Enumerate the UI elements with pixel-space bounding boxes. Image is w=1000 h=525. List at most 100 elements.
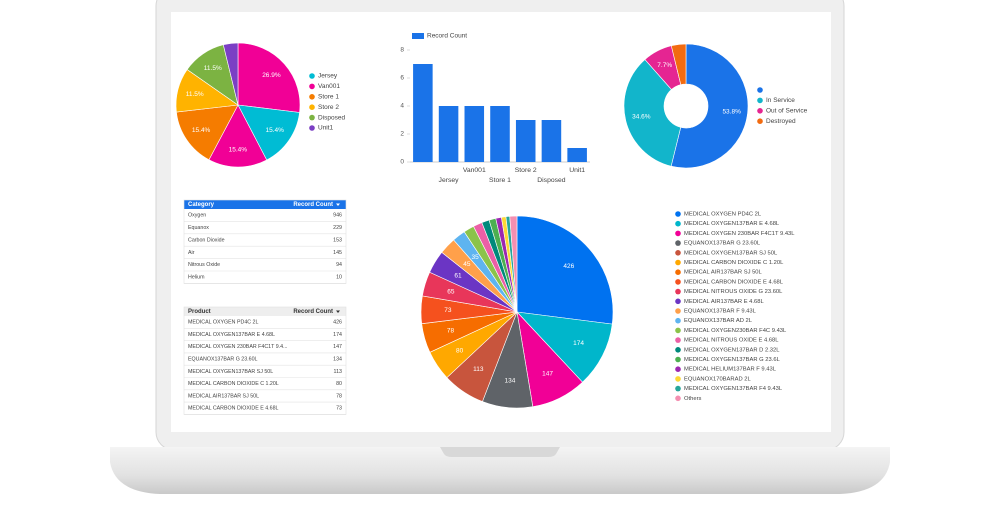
y-tick-label: 8 bbox=[400, 47, 404, 54]
legend-swatch bbox=[675, 308, 681, 314]
sort-icon bbox=[336, 310, 340, 313]
cell: Air bbox=[188, 250, 195, 256]
cell: 113 bbox=[334, 369, 342, 375]
bar bbox=[515, 120, 536, 162]
legend-label: MEDICAL OXYGEN137BAR E 4.68L bbox=[684, 221, 780, 227]
bar bbox=[490, 106, 510, 162]
slice bbox=[222, 42, 239, 106]
slice-label: 80 bbox=[456, 347, 464, 354]
legend-swatch bbox=[757, 108, 763, 114]
column-header: Category bbox=[188, 202, 215, 208]
slice-label: 34.6% bbox=[632, 114, 651, 121]
legend-swatch bbox=[309, 104, 315, 110]
cell: Nitrous Oxide bbox=[188, 262, 220, 268]
legend-label: MEDICAL AIR137BAR SJ 50L bbox=[684, 270, 763, 276]
legend-swatch bbox=[675, 327, 681, 334]
cell: 946 bbox=[333, 213, 342, 219]
legend-swatch bbox=[675, 288, 681, 295]
cell: EQUANOX137BAR G 23.60L bbox=[188, 356, 258, 362]
legend-swatch bbox=[675, 259, 681, 266]
legend-swatch bbox=[309, 94, 315, 100]
cell: 426 bbox=[333, 320, 342, 326]
slice-label: 45 bbox=[463, 261, 471, 268]
slice-label: 426 bbox=[563, 263, 574, 270]
cell: MEDICAL CARBON DIOXIDE E 4.68L bbox=[188, 406, 279, 412]
laptop-notch bbox=[440, 447, 560, 457]
y-tick-label: 0 bbox=[400, 159, 404, 166]
column-header: Record Count bbox=[293, 309, 333, 315]
y-tick-label: 4 bbox=[400, 103, 404, 110]
legend-swatch bbox=[675, 230, 681, 237]
x-tick-label: Store 2 bbox=[515, 167, 537, 174]
table-frame bbox=[183, 306, 347, 415]
legend-label: Jersey bbox=[318, 73, 338, 80]
slice-label: 15.4% bbox=[265, 127, 284, 134]
legend-label: Store 1 bbox=[318, 94, 339, 101]
cell: MEDICAL CARBON DIOXIDE C 1.20L bbox=[188, 381, 279, 387]
slice-label: 73 bbox=[444, 307, 452, 314]
slice bbox=[208, 104, 268, 168]
cell: MEDICAL OXYGEN 230BAR F4C1T 9.4... bbox=[188, 344, 288, 350]
legend-swatch bbox=[675, 366, 681, 373]
legend-label: MEDICAL OXYGEN PD4C 2L bbox=[684, 212, 762, 218]
legend-label: Van001 bbox=[318, 83, 340, 90]
legend-swatch bbox=[675, 347, 681, 353]
x-tick-label: Store 1 bbox=[489, 177, 511, 184]
cell: 134 bbox=[333, 356, 342, 362]
x-tick-label: Disposed bbox=[537, 177, 566, 184]
legend-swatch bbox=[675, 220, 681, 227]
cell: Carbon Dioxide bbox=[188, 237, 225, 243]
column-header: Product bbox=[188, 309, 211, 315]
cell: 153 bbox=[333, 237, 342, 243]
legend-label: Others bbox=[684, 396, 701, 402]
slice-label: 134 bbox=[505, 377, 516, 384]
cell: MEDICAL OXYGEN137BAR E 4.68L bbox=[188, 332, 275, 338]
slice-label: 15.4% bbox=[229, 146, 248, 153]
legend-swatch bbox=[309, 125, 315, 131]
slice-label: 11.5% bbox=[186, 91, 204, 98]
cell: 174 bbox=[333, 332, 342, 338]
cell: 78 bbox=[336, 393, 342, 399]
legend-swatch bbox=[675, 337, 681, 343]
cell: MEDICAL OXYGEN PD4C 2L bbox=[188, 320, 259, 326]
slice-label: 78 bbox=[447, 328, 455, 335]
bar bbox=[438, 106, 459, 162]
legend-label: MEDICAL OXYGEN137BAR SJ 50L bbox=[684, 250, 778, 256]
cell: 147 bbox=[333, 344, 342, 350]
legend-swatch bbox=[309, 83, 315, 90]
legend-label: Store 2 bbox=[318, 104, 339, 111]
legend-swatch bbox=[757, 97, 763, 104]
legend-swatch bbox=[675, 356, 681, 363]
legend-label: MEDICAL OXYGEN137BAR G 23.6L bbox=[684, 357, 781, 363]
legend-label: MEDICAL HELIUM137BAR F 9.43L bbox=[684, 367, 777, 373]
bar bbox=[541, 120, 562, 162]
cell: 229 bbox=[333, 225, 342, 231]
sort-icon bbox=[336, 203, 340, 206]
slice bbox=[623, 59, 682, 167]
cell: 73 bbox=[336, 406, 342, 412]
cell: 10 bbox=[336, 275, 342, 281]
legend-swatch bbox=[675, 298, 681, 305]
x-tick-label: Unit1 bbox=[569, 167, 585, 174]
slice-label: 53.8% bbox=[722, 108, 741, 115]
bar bbox=[567, 148, 587, 162]
legend-swatch bbox=[675, 240, 681, 246]
slice-label: 65 bbox=[447, 288, 455, 295]
table-frame bbox=[183, 199, 347, 284]
legend-swatch bbox=[675, 279, 681, 285]
legend-label: MEDICAL OXYGEN137BAR D 2.32L bbox=[684, 347, 780, 353]
legend-label: In Service bbox=[766, 97, 795, 104]
slice bbox=[670, 43, 687, 85]
legend-swatch bbox=[675, 317, 681, 324]
table-header bbox=[184, 200, 346, 209]
cell: Helium bbox=[188, 275, 205, 281]
y-tick-label: 6 bbox=[400, 75, 404, 82]
slice bbox=[516, 311, 613, 383]
slice bbox=[237, 42, 301, 113]
bar bbox=[464, 106, 485, 162]
column-header: Record Count bbox=[293, 202, 333, 208]
legend-label: MEDICAL OXYGEN 230BAR F4C1T 9.43L bbox=[684, 231, 795, 237]
legend-label: Disposed bbox=[318, 114, 345, 121]
legend-swatch bbox=[675, 250, 681, 256]
